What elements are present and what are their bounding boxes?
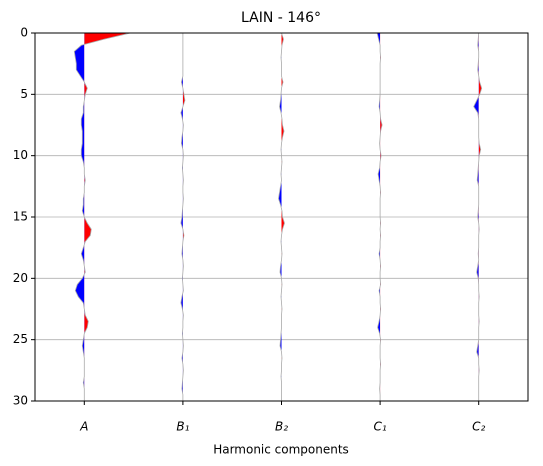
trace-line [73,32,131,401]
y-tick-label: 0 [20,26,28,40]
y-tick-label: 15 [13,210,28,224]
x-tick-label: B₁ [176,420,189,434]
trace-line [376,32,383,401]
x-tick-label: C₂ [472,420,485,434]
x-axis-label: Harmonic components [213,443,349,457]
y-tick-label: 20 [13,271,28,285]
y-tick-label: 5 [20,87,28,101]
trace-line [473,32,483,401]
positive-fill [478,75,482,377]
x-tick-label: C₁ [373,420,386,434]
x-tick-label: B₂ [275,420,288,434]
y-tick-label: 10 [13,148,28,162]
trace-line [278,32,285,401]
plot-frame [34,32,529,402]
negative-fill [377,33,381,401]
x-tick-label: A [79,420,88,434]
y-tick-label: 25 [13,332,28,346]
y-tick-label: 30 [13,394,28,408]
negative-fill [278,33,282,401]
negative-fill [74,44,85,389]
trace-line [180,33,186,401]
chart-title: LAIN - 146° [241,10,321,26]
